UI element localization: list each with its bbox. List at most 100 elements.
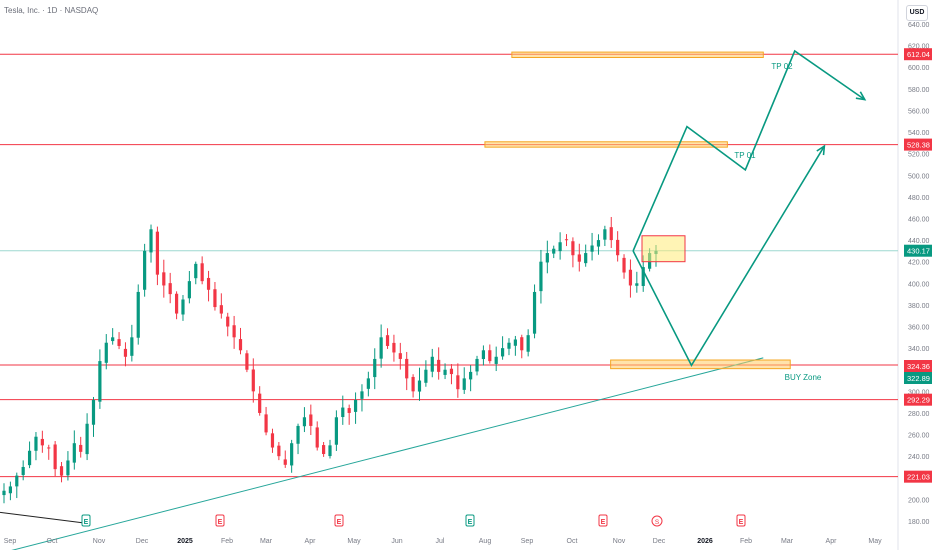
price-label: 292.29 bbox=[907, 396, 930, 405]
candle-body bbox=[72, 443, 76, 463]
candle-body bbox=[641, 267, 645, 286]
x-tick-label: Jul bbox=[436, 538, 445, 545]
x-tick-label: May bbox=[347, 538, 361, 545]
price-label-bg bbox=[904, 470, 932, 483]
zone-label: TP 02 bbox=[771, 62, 793, 71]
candle-body bbox=[616, 239, 620, 256]
candle-body bbox=[283, 459, 287, 465]
candle-body bbox=[417, 380, 422, 392]
currency-badge[interactable]: USD bbox=[906, 5, 928, 21]
candle-body bbox=[8, 486, 12, 494]
candle-body bbox=[162, 272, 166, 286]
candle-body bbox=[571, 241, 575, 256]
candle-body bbox=[430, 356, 434, 372]
candle-body bbox=[360, 391, 364, 399]
candle-body bbox=[558, 242, 562, 252]
candle-body bbox=[290, 443, 294, 466]
candle-body bbox=[475, 358, 479, 372]
candle-body bbox=[437, 359, 441, 372]
price-label: 324.36 bbox=[907, 362, 930, 371]
price-label-bg bbox=[904, 48, 932, 61]
price-label-bg bbox=[904, 244, 932, 257]
x-tick-label: Feb bbox=[740, 538, 752, 545]
x-tick-label: Sep bbox=[4, 538, 17, 545]
candle-body bbox=[91, 399, 96, 425]
candle-body bbox=[405, 358, 409, 379]
candle-body bbox=[520, 337, 524, 351]
y-tick-label: 500.00 bbox=[908, 173, 930, 180]
y-tick-label: 180.00 bbox=[908, 519, 930, 526]
price-label: 528.38 bbox=[907, 141, 930, 150]
candle-body bbox=[334, 417, 338, 445]
candle-body bbox=[59, 466, 64, 476]
y-tick-label: 640.00 bbox=[908, 22, 930, 29]
price-label: 221.03 bbox=[907, 473, 930, 482]
x-tick-label: Dec bbox=[136, 538, 149, 545]
candle-body bbox=[187, 281, 191, 299]
candle-body bbox=[513, 339, 517, 346]
projection-path-lower bbox=[632, 145, 826, 368]
earnings-marker bbox=[465, 514, 475, 527]
candle-body bbox=[194, 263, 198, 279]
x-tick-label: 2025 bbox=[177, 538, 193, 545]
candle-body bbox=[277, 445, 281, 457]
x-tick-label: Apr bbox=[826, 538, 838, 545]
candle-body bbox=[596, 240, 601, 247]
candle-body bbox=[385, 335, 390, 346]
candle-body bbox=[564, 239, 569, 241]
candle-body bbox=[251, 369, 255, 392]
candle-body bbox=[539, 261, 543, 292]
support-trendline bbox=[0, 357, 764, 554]
candle-body bbox=[200, 263, 204, 282]
candle-body bbox=[130, 337, 134, 356]
x-tick-label: Mar bbox=[781, 538, 794, 545]
candle-body bbox=[79, 444, 83, 452]
candle-body bbox=[609, 227, 613, 241]
candle-body bbox=[449, 368, 454, 375]
entry-zone bbox=[641, 235, 686, 263]
y-tick-label: 260.00 bbox=[908, 433, 930, 440]
candle-body bbox=[398, 353, 402, 359]
candle-body bbox=[270, 433, 275, 448]
old-trendline bbox=[0, 511, 86, 524]
y-tick-label: 600.00 bbox=[908, 65, 930, 72]
candle-body bbox=[117, 339, 121, 346]
candle-body bbox=[628, 269, 633, 286]
x-tick-label: Feb bbox=[221, 538, 233, 545]
symbol-title: Tesla, Inc. · 1D · NASDAQ bbox=[4, 6, 99, 15]
earnings-marker bbox=[81, 514, 91, 527]
y-tick-label: 300.00 bbox=[908, 389, 930, 396]
candle-body bbox=[526, 335, 530, 352]
candle-body bbox=[392, 342, 396, 353]
zone-label: TP 01 bbox=[734, 151, 756, 160]
candle-body bbox=[309, 414, 313, 426]
y-tick-label: 480.00 bbox=[908, 195, 930, 202]
candle-body bbox=[456, 375, 460, 390]
candle-body bbox=[603, 229, 607, 240]
earnings-marker-label: E bbox=[601, 519, 606, 526]
target-zone bbox=[610, 359, 791, 370]
candle-body bbox=[264, 414, 268, 433]
price-label-bg bbox=[904, 372, 932, 384]
candle-body bbox=[181, 299, 185, 315]
x-tick-label: 2026 bbox=[697, 538, 713, 545]
projection-path-upper bbox=[632, 49, 866, 252]
split-marker-label: S bbox=[655, 519, 660, 526]
candle-body bbox=[219, 305, 223, 314]
candle-body bbox=[545, 253, 549, 263]
candle-body bbox=[123, 348, 128, 357]
arrow-head bbox=[816, 144, 826, 156]
candle-body bbox=[411, 376, 415, 392]
candle-body bbox=[104, 342, 108, 363]
y-tick-label: 380.00 bbox=[908, 303, 930, 310]
price-label-bg bbox=[904, 138, 932, 151]
candle-body bbox=[245, 353, 249, 370]
arrow-head bbox=[855, 91, 867, 101]
candle-body bbox=[424, 369, 428, 383]
candle-body bbox=[206, 277, 211, 290]
y-tick-label: 240.00 bbox=[908, 454, 930, 461]
candle-body bbox=[2, 490, 6, 496]
candle-body bbox=[532, 291, 537, 334]
